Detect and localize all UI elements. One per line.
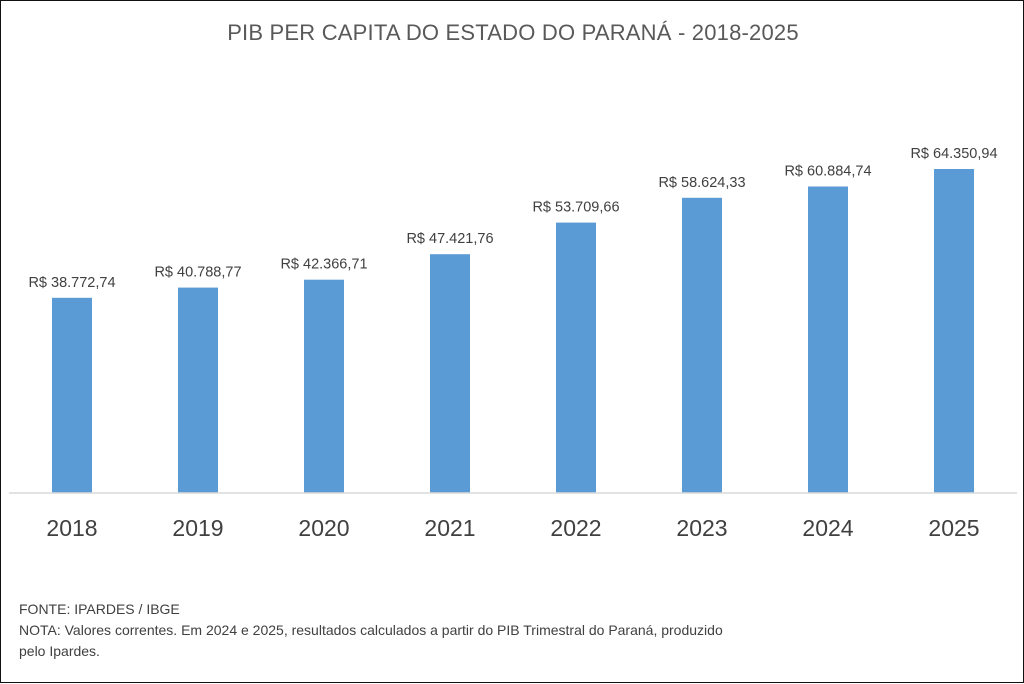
x-tick-label-2019: 2019 — [172, 515, 223, 541]
x-tick-label-2023: 2023 — [676, 515, 727, 541]
data-label-2023: R$ 58.624,33 — [658, 175, 745, 191]
bar-2019 — [178, 287, 218, 493]
data-label-2024: R$ 60.884,74 — [784, 164, 871, 180]
chart-title: PIB PER CAPITA DO ESTADO DO PARANÁ - 201… — [227, 20, 799, 45]
bar-2021 — [430, 254, 470, 493]
data-label-2022: R$ 53.709,66 — [532, 200, 619, 216]
source-note: FONTE: IPARDES / IBGE — [19, 601, 180, 617]
data-label-2021: R$ 47.421,76 — [406, 231, 493, 247]
data-label-2018: R$ 38.772,74 — [28, 275, 115, 291]
x-tick-label-2018: 2018 — [46, 515, 97, 541]
bar-2025 — [934, 169, 974, 493]
x-tick-label-2022: 2022 — [550, 515, 601, 541]
x-tick-labels-layer: 2018 2019 2020 2021 2022 2023 2024 2025 — [46, 515, 979, 541]
bar-2024 — [808, 186, 848, 493]
data-labels-layer: R$ 38.772,74 R$ 40.788,77 R$ 42.366,71 R$ 4… — [28, 146, 997, 291]
bar-2020 — [304, 279, 344, 493]
bars-layer — [52, 169, 974, 494]
x-tick-label-2025: 2025 — [928, 515, 979, 541]
x-tick-label-2020: 2020 — [298, 515, 349, 541]
data-label-2020: R$ 42.366,71 — [280, 257, 367, 273]
bar-2023 — [682, 197, 722, 494]
bar-2018 — [52, 297, 92, 493]
bar-2022 — [556, 222, 596, 493]
footnotes: FONTE: IPARDES / IBGE NOTA: Valores corr… — [19, 599, 879, 662]
x-tick-label-2021: 2021 — [424, 515, 475, 541]
explanatory-note-line-2: pelo Ipardes. — [19, 643, 100, 659]
data-label-2019: R$ 40.788,77 — [154, 265, 241, 281]
data-label-2025: R$ 64.350,94 — [910, 146, 997, 162]
x-tick-label-2024: 2024 — [802, 515, 853, 541]
explanatory-note-line-1: NOTA: Valores correntes. Em 2024 e 2025,… — [19, 622, 723, 638]
